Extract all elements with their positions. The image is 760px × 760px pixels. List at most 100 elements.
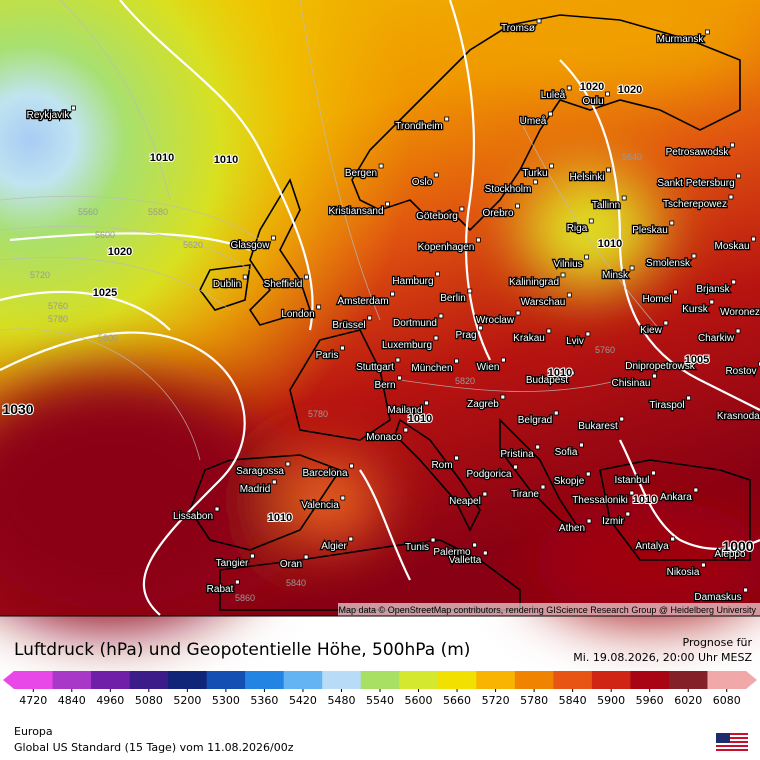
city-marker — [478, 325, 483, 331]
height-contour-label: 5840 — [286, 578, 306, 588]
city-label: Riga — [567, 223, 588, 234]
city-marker — [500, 394, 506, 400]
city-marker — [625, 511, 631, 517]
city-label: Minsk — [602, 270, 629, 281]
legend-tick-label: 5540 — [366, 694, 394, 707]
city-label: Chisinau — [612, 378, 651, 389]
city-marker — [234, 579, 240, 585]
city-label: Pristina — [500, 449, 534, 460]
height-contour-label: 5780 — [308, 409, 328, 419]
city-label: Smolensk — [646, 258, 691, 269]
city-label: Izmir — [602, 516, 624, 527]
city-marker — [553, 410, 559, 416]
legend-tick-label: 6080 — [713, 694, 741, 707]
city-label: Barcelona — [302, 468, 347, 479]
city-label: Homel — [643, 294, 672, 305]
city-marker — [606, 167, 611, 173]
city-label: Berlin — [440, 293, 466, 304]
city-label: Oulu — [582, 96, 603, 107]
city-marker — [467, 288, 473, 294]
legend-swatch — [437, 671, 477, 689]
city-label: Thessaloniki — [572, 495, 628, 506]
city-marker — [285, 461, 291, 467]
city-marker — [652, 373, 657, 379]
legend-tick-label: 5900 — [597, 694, 625, 707]
city-marker — [459, 206, 465, 212]
city-label: Istanbul — [614, 475, 649, 486]
city-marker — [704, 29, 710, 35]
height-contour-label: 5820 — [455, 376, 475, 386]
city-marker — [691, 253, 697, 259]
isobar-label: 1010 — [548, 367, 572, 379]
city-marker — [475, 237, 481, 243]
height-contour-label: 5600 — [95, 230, 115, 240]
city-marker — [560, 272, 566, 278]
city-label: Zagreb — [467, 399, 499, 410]
city-label: Skopje — [554, 476, 585, 487]
city-label: Kopenhagen — [418, 242, 475, 253]
city-label: Stockholm — [485, 184, 532, 195]
city-label: Athen — [559, 523, 585, 534]
isobar-label: 1010 — [408, 413, 432, 425]
city-label: Antalya — [635, 541, 669, 552]
city-marker — [385, 201, 390, 207]
city-label: Mailand — [387, 405, 422, 416]
city-label: Tirane — [511, 489, 539, 500]
city-marker — [700, 562, 706, 568]
height-contour-label: 5640 — [622, 152, 642, 162]
legend-tick-label: 5660 — [443, 694, 471, 707]
legend-swatch — [399, 671, 439, 689]
city-label: Oslo — [412, 177, 433, 188]
legend-swatch — [553, 671, 593, 689]
city-marker — [390, 291, 395, 297]
city-marker — [736, 173, 742, 179]
city-label: Charkiw — [698, 333, 735, 344]
city-marker — [588, 218, 594, 224]
legend-tick-label: 4960 — [96, 694, 124, 707]
isobar-label: 1025 — [93, 287, 117, 299]
height-contour-label: 5760 — [48, 301, 68, 311]
legend-tick-label: 6020 — [674, 694, 702, 707]
city-label: Woronez — [720, 307, 760, 318]
legend-tick-label: 5420 — [289, 694, 317, 707]
city-marker — [566, 85, 572, 91]
city-marker — [686, 395, 692, 401]
city-marker — [438, 313, 444, 319]
city-marker — [586, 518, 592, 524]
city-label: Rabat — [207, 584, 234, 595]
city-label: Monaco — [366, 432, 402, 443]
city-marker — [454, 358, 459, 364]
legend-swatch — [668, 671, 708, 689]
city-marker — [566, 292, 572, 298]
city-label: Krakau — [513, 333, 545, 344]
legend-swatch — [129, 671, 169, 689]
city-marker — [585, 331, 591, 337]
isobar-label: 1010 — [214, 154, 238, 166]
forecast-label: Prognose für — [683, 636, 753, 649]
city-marker — [651, 470, 656, 476]
city-label: Lissabon — [173, 511, 213, 522]
city-label: Göteborg — [416, 211, 458, 222]
city-label: Orebro — [482, 208, 514, 219]
city-marker — [316, 304, 322, 310]
city-marker — [397, 375, 402, 381]
model-run: Global US Standard (15 Tage) vom 11.08.2… — [14, 741, 294, 754]
height-contour-label: 5760 — [595, 345, 615, 355]
isobar-label: 1020 — [618, 84, 642, 96]
city-marker — [735, 328, 741, 334]
city-label: Podgorica — [466, 469, 511, 480]
city-marker — [584, 254, 590, 260]
isobar-label: 1020 — [580, 81, 604, 93]
city-label: Bergen — [345, 168, 377, 179]
isobar-label: 1005 — [685, 354, 709, 366]
city-label: Neapel — [449, 496, 481, 507]
city-marker — [693, 487, 699, 493]
city-marker — [424, 400, 429, 406]
city-marker — [348, 536, 354, 542]
city-label: Kristiansand — [328, 206, 383, 217]
legend-tick-label: 5080 — [135, 694, 163, 707]
legend-tick-label: 5600 — [405, 694, 433, 707]
city-label: Helsinki — [569, 172, 604, 183]
height-contour-label: 5720 — [30, 270, 50, 280]
height-contour-label: 5560 — [78, 207, 98, 217]
